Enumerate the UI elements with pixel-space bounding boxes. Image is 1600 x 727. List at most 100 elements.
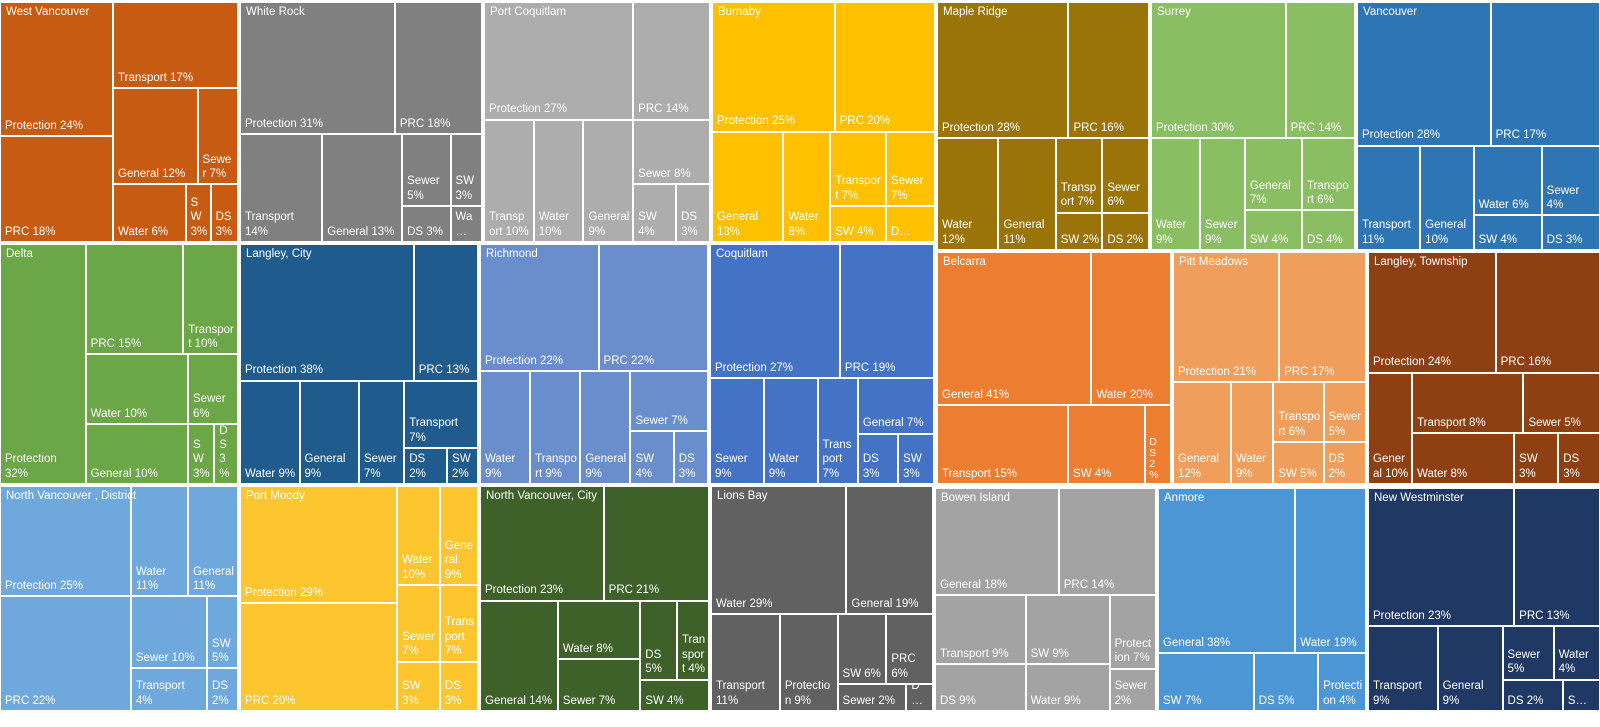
treemap-tile[interactable]: Water 9%: [1025, 664, 1110, 711]
treemap-tile[interactable]: Protection 38%: [240, 244, 414, 381]
treemap-tile[interactable]: Sewer 5%: [1502, 626, 1554, 680]
treemap-tile[interactable]: SW 9%: [1025, 595, 1110, 665]
treemap-tile[interactable]: PRC 20%: [834, 2, 935, 132]
treemap-tile[interactable]: General 9%: [299, 380, 359, 484]
treemap-tile[interactable]: Sewer 7%: [630, 371, 708, 432]
treemap-tile[interactable]: Transport 4%: [130, 668, 208, 711]
treemap-tile[interactable]: Sewer 2%: [837, 684, 907, 711]
treemap-tile[interactable]: DS 3%: [402, 206, 451, 242]
treemap-tile[interactable]: Protection 23%: [1368, 488, 1515, 627]
treemap-tile[interactable]: Sewer 6%: [188, 354, 238, 424]
treemap-tile[interactable]: DS 2%: [404, 448, 448, 484]
treemap-tile[interactable]: Water 29%: [711, 486, 847, 615]
treemap-tile[interactable]: Sewer 9%: [710, 378, 764, 484]
treemap-tile[interactable]: SW 5%: [1273, 442, 1324, 484]
treemap-tile[interactable]: Transport 9%: [530, 371, 581, 484]
treemap-tile[interactable]: PRC 14%: [633, 2, 710, 120]
treemap-tile[interactable]: DS 5%: [640, 600, 677, 680]
treemap-tile[interactable]: SW 2%: [1055, 212, 1103, 250]
treemap-tile[interactable]: SW 3%: [450, 134, 482, 206]
treemap-tile[interactable]: Water 9%: [763, 378, 818, 484]
treemap-tile[interactable]: Water 10%: [397, 486, 440, 585]
treemap-tile[interactable]: SW 3%: [188, 424, 215, 484]
treemap-tile[interactable]: General 18%: [935, 488, 1059, 596]
treemap-tile[interactable]: Protection 25%: [712, 2, 835, 132]
treemap-tile[interactable]: Transport 7%: [439, 585, 478, 662]
treemap-tile[interactable]: Sewer 7%: [885, 131, 935, 206]
treemap-tile[interactable]: SW 4%: [630, 431, 674, 484]
treemap-tile[interactable]: Water 9%: [1230, 381, 1274, 484]
treemap-tile[interactable]: Water 9%: [240, 380, 300, 484]
treemap-tile[interactable]: DS 5%: [1253, 653, 1319, 711]
treemap-tile[interactable]: PRC 21%: [603, 486, 709, 601]
treemap-tile[interactable]: DS 3%: [857, 433, 899, 484]
treemap-tile[interactable]: D…: [885, 206, 935, 242]
treemap-tile[interactable]: Sewer 8%: [633, 119, 710, 185]
treemap-tile[interactable]: SW 2%: [447, 448, 478, 484]
treemap-tile[interactable]: Sewer 6%: [1102, 138, 1149, 213]
treemap-tile[interactable]: General 41%: [937, 252, 1092, 406]
treemap-tile[interactable]: General 7%: [1244, 138, 1302, 211]
treemap-tile[interactable]: Protection 24%: [0, 2, 114, 137]
treemap-tile[interactable]: Protection 4%: [1318, 653, 1366, 711]
treemap-tile[interactable]: DS 3%: [1558, 432, 1600, 484]
treemap-tile[interactable]: DS 3%: [439, 661, 478, 711]
treemap-tile[interactable]: Transport 9%: [935, 595, 1026, 665]
treemap-tile[interactable]: Sewer 5%: [1323, 381, 1366, 443]
treemap-tile[interactable]: Water 20%: [1091, 252, 1171, 406]
treemap-tile[interactable]: Water 12%: [937, 138, 999, 250]
treemap-tile[interactable]: General 12%: [1173, 381, 1231, 484]
treemap-tile[interactable]: SW 3%: [185, 184, 211, 242]
treemap-tile[interactable]: Transport 11%: [1357, 145, 1421, 250]
treemap-tile[interactable]: S…: [1562, 679, 1600, 711]
treemap-tile[interactable]: SW 6%: [837, 614, 887, 684]
treemap-tile[interactable]: SW 4%: [1068, 405, 1146, 484]
treemap-tile[interactable]: SW 4%: [1473, 215, 1542, 250]
treemap-tile[interactable]: Wa…: [450, 206, 482, 242]
treemap-tile[interactable]: DS 3%: [676, 184, 710, 242]
treemap-tile[interactable]: Water 9%: [1151, 138, 1200, 250]
treemap-tile[interactable]: DS 3%: [214, 424, 238, 484]
treemap-tile[interactable]: Protection 28%: [1357, 2, 1491, 146]
treemap-tile[interactable]: SW 7%: [1158, 653, 1254, 711]
treemap-tile[interactable]: General 9%: [583, 119, 634, 242]
treemap-tile[interactable]: General 19%: [846, 486, 933, 615]
treemap-tile[interactable]: DS 2%: [207, 668, 238, 711]
treemap-tile[interactable]: Transport 9%: [1368, 626, 1438, 711]
treemap-tile[interactable]: Protection 30%: [1151, 2, 1286, 139]
treemap-tile[interactable]: Protection 29%: [240, 486, 398, 603]
treemap-tile[interactable]: Protection 21%: [1173, 252, 1280, 382]
treemap-tile[interactable]: PRC 19%: [839, 244, 934, 379]
treemap-tile[interactable]: Transport 4%: [676, 600, 709, 680]
treemap-tile[interactable]: General 13%: [712, 131, 784, 242]
treemap-tile[interactable]: DS 4%: [1301, 210, 1355, 250]
treemap-tile[interactable]: Water 8%: [1412, 432, 1515, 484]
treemap-tile[interactable]: Transport 15%: [937, 405, 1069, 484]
treemap-tile[interactable]: PRC 20%: [240, 603, 398, 711]
treemap-tile[interactable]: General 13%: [322, 134, 403, 242]
treemap-tile[interactable]: Protection 28%: [937, 2, 1069, 139]
treemap-tile[interactable]: Protection 9%: [779, 614, 838, 711]
treemap-tile[interactable]: PRC 14%: [1285, 2, 1355, 139]
treemap-tile[interactable]: Protection 27%: [484, 2, 634, 120]
treemap-tile[interactable]: General 7%: [857, 378, 934, 434]
treemap-tile[interactable]: Protection 23%: [480, 486, 604, 601]
treemap-tile[interactable]: Protection 27%: [710, 244, 840, 379]
treemap-tile[interactable]: Transport 10%: [484, 119, 534, 242]
treemap-tile[interactable]: Water 19%: [1295, 488, 1366, 654]
treemap-tile[interactable]: DS 2 %: [1145, 405, 1171, 484]
treemap-tile[interactable]: Water 4%: [1553, 626, 1600, 680]
treemap-tile[interactable]: SW 3%: [397, 661, 440, 711]
treemap-tile[interactable]: PRC 16%: [1495, 252, 1600, 373]
treemap-tile[interactable]: Water 11%: [130, 486, 188, 597]
treemap-tile[interactable]: Transport 10%: [183, 244, 238, 355]
treemap-tile[interactable]: Transport 7%: [830, 131, 886, 206]
treemap-tile[interactable]: PRC 14%: [1058, 488, 1156, 596]
treemap-tile[interactable]: Protection 7%: [1109, 595, 1156, 669]
treemap-tile[interactable]: SW 4%: [1244, 210, 1302, 250]
treemap-tile[interactable]: DS 2%: [1102, 212, 1149, 250]
treemap-tile[interactable]: Water 9%: [480, 371, 531, 484]
treemap-tile[interactable]: Transport 14%: [240, 134, 323, 242]
treemap-tile[interactable]: Sewer 7%: [359, 380, 405, 484]
treemap-tile[interactable]: D…: [906, 684, 933, 711]
